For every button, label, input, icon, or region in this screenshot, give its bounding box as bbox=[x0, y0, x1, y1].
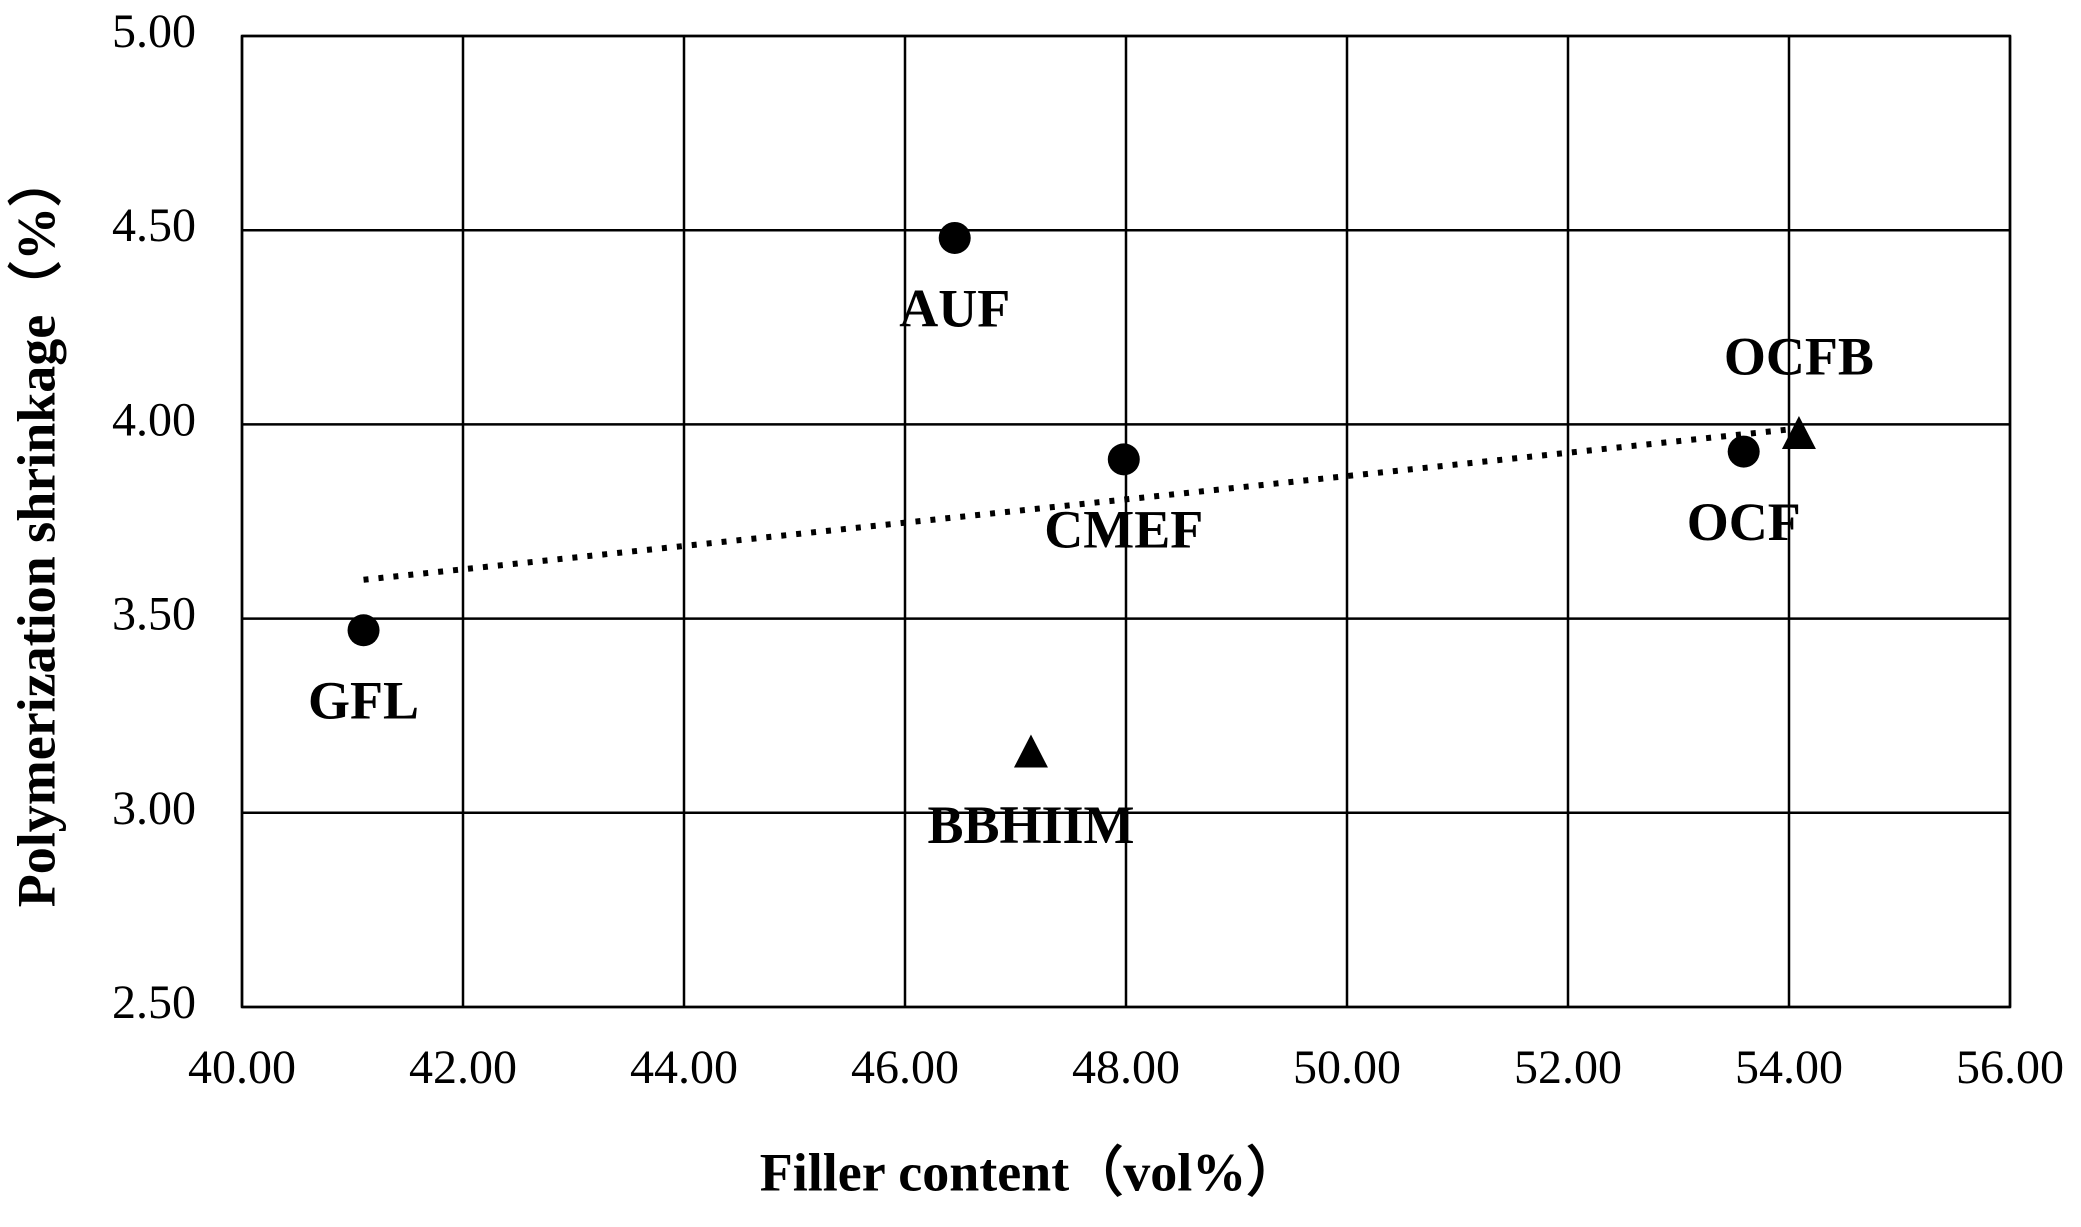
x-tick-label: 42.00 bbox=[409, 1041, 517, 1094]
x-tick-label: 54.00 bbox=[1735, 1041, 1843, 1094]
plot-border bbox=[240, 34, 2012, 1009]
x-tick-label: 40.00 bbox=[188, 1041, 296, 1094]
circle-marker bbox=[1107, 443, 1140, 476]
point-label: CMEF bbox=[1044, 500, 1203, 560]
point-label: OCF bbox=[1687, 492, 1801, 552]
x-tick-label: 52.00 bbox=[1514, 1041, 1622, 1094]
trendline bbox=[363, 425, 1801, 583]
y-axis-title: Polymerization shrinkage（%） bbox=[6, 153, 66, 907]
x-tick-label: 50.00 bbox=[1293, 1041, 1401, 1094]
point-label: BBHIIM bbox=[927, 795, 1134, 855]
x-axis-title: Filler content（vol%） bbox=[760, 1142, 1300, 1202]
x-tick-label: 44.00 bbox=[630, 1041, 738, 1094]
circle-marker bbox=[938, 221, 971, 254]
y-tick-label: 4.50 bbox=[112, 199, 196, 252]
y-tick-label: 2.50 bbox=[112, 976, 196, 1029]
y-tick-label: 4.00 bbox=[112, 393, 196, 446]
point-label: OCFB bbox=[1724, 326, 1874, 386]
point-label: AUF bbox=[899, 278, 1010, 338]
point-label: GFL bbox=[308, 671, 419, 731]
circle-marker bbox=[347, 614, 380, 647]
y-tick-label: 3.50 bbox=[112, 588, 196, 641]
y-tick-label: 3.00 bbox=[112, 782, 196, 835]
circle-marker bbox=[1727, 435, 1760, 468]
triangle-marker bbox=[1013, 734, 1048, 768]
y-tick-label: 5.00 bbox=[112, 5, 196, 58]
x-tick-label: 56.00 bbox=[1956, 1041, 2064, 1094]
x-tick-label: 48.00 bbox=[1072, 1041, 1180, 1094]
triangle-marker bbox=[1781, 416, 1816, 450]
x-tick-label: 46.00 bbox=[851, 1041, 959, 1094]
